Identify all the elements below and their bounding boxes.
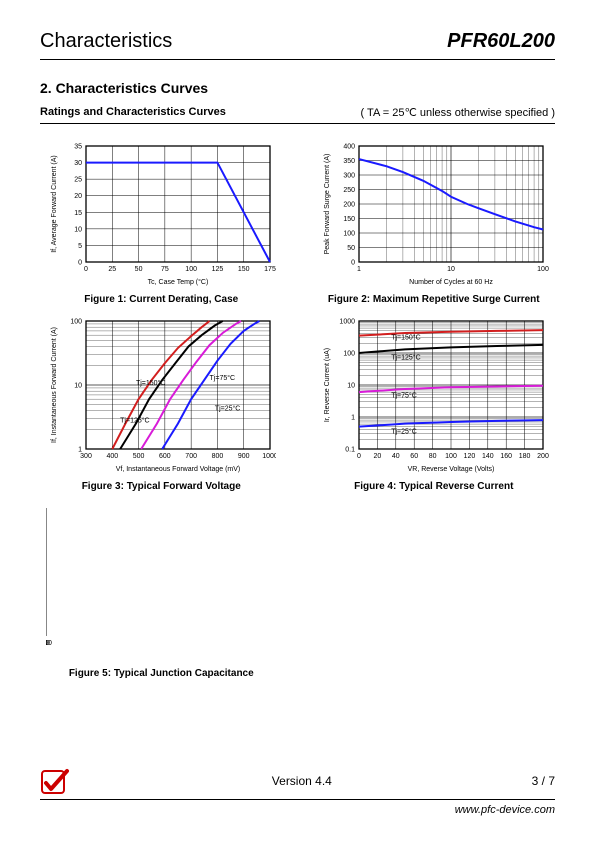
svg-text:175: 175 — [264, 266, 276, 273]
svg-text:100: 100 — [186, 266, 198, 273]
section-title: 2. Characteristics Curves — [40, 80, 555, 96]
svg-text:Tj=150°C: Tj=150°C — [136, 379, 165, 387]
caption-fig3: Figure 3: Typical Forward Voltage — [82, 481, 241, 492]
svg-text:300: 300 — [343, 173, 355, 180]
svg-text:Peak Forward Surge Current (A): Peak Forward Surge Current (A) — [324, 154, 331, 255]
chart-fig5: 0110100 Figure 5: Typical Junction Capac… — [40, 502, 283, 679]
svg-text:15: 15 — [74, 210, 82, 217]
logo-icon — [40, 767, 72, 795]
svg-text:5: 5 — [78, 243, 82, 250]
svg-text:800: 800 — [212, 453, 224, 460]
svg-text:400: 400 — [343, 144, 355, 151]
svg-text:200: 200 — [537, 453, 549, 460]
page-footer: Version 4.4 3 / 7 www.pfc-device.com — [40, 767, 555, 816]
svg-text:300: 300 — [80, 453, 92, 460]
header-section: Characteristics — [40, 30, 172, 53]
chart-fig3: 300 400 500 600 700 800 900 1000 1 10 100 Tj=150°C T… — [40, 315, 283, 492]
page-header: Characteristics PFR60L200 — [40, 30, 555, 60]
svg-text:150: 150 — [343, 216, 355, 223]
svg-text:350: 350 — [343, 158, 355, 165]
footer-url: www.pfc-device.com — [40, 804, 555, 816]
svg-text:75: 75 — [161, 266, 169, 273]
svg-text:0: 0 — [78, 260, 82, 267]
svg-text:250: 250 — [343, 187, 355, 194]
svg-text:20: 20 — [373, 453, 381, 460]
svg-text:10: 10 — [74, 226, 82, 233]
chart-fig2: 1 10 100 0 50 100 150 200 250 300 350 400 Number of … — [313, 140, 556, 305]
svg-text:900: 900 — [238, 453, 250, 460]
svg-text:35: 35 — [74, 144, 82, 151]
svg-text:Tj=125°C: Tj=125°C — [120, 416, 149, 424]
svg-text:0: 0 — [351, 260, 355, 267]
footer-top: Version 4.4 3 / 7 — [40, 767, 555, 800]
svg-text:100: 100 — [71, 319, 83, 326]
svg-text:10: 10 — [74, 383, 82, 390]
svg-text:10: 10 — [347, 383, 355, 390]
svg-text:200: 200 — [343, 202, 355, 209]
svg-text:125: 125 — [212, 266, 224, 273]
svg-text:Tj=25°C: Tj=25°C — [215, 404, 241, 412]
svg-text:1000: 1000 — [262, 453, 276, 460]
svg-text:25: 25 — [74, 177, 82, 184]
subtitle-right: ( TA = 25℃ unless otherwise specified ) — [361, 106, 555, 119]
subtitle-left: Ratings and Characteristics Curves — [40, 106, 226, 119]
svg-text:1: 1 — [78, 447, 82, 454]
svg-text:Tj=75°C: Tj=75°C — [391, 392, 417, 400]
caption-fig2: Figure 2: Maximum Repetitive Surge Curre… — [328, 294, 540, 305]
header-partnum: PFR60L200 — [447, 30, 555, 53]
svg-text:30: 30 — [74, 160, 82, 167]
svg-text:50: 50 — [135, 266, 143, 273]
svg-text:10: 10 — [447, 266, 455, 273]
svg-text:100: 100 — [343, 231, 355, 238]
subtitle-row: Ratings and Characteristics Curves ( TA … — [40, 106, 555, 124]
svg-text:Tj=125°C: Tj=125°C — [391, 354, 420, 362]
svg-text:40: 40 — [392, 453, 400, 460]
svg-text:160: 160 — [500, 453, 512, 460]
svg-text:20: 20 — [74, 193, 82, 200]
svg-text:1: 1 — [351, 415, 355, 422]
svg-text:Vf, Instantaneous Forward Volt: Vf, Instantaneous Forward Voltage (mV) — [116, 466, 241, 473]
caption-fig4: Figure 4: Typical Reverse Current — [354, 481, 513, 492]
svg-text:Tj=150°C: Tj=150°C — [391, 334, 420, 342]
svg-text:120: 120 — [463, 453, 475, 460]
footer-page: 3 / 7 — [532, 774, 555, 788]
chart-fig1: 0 25 50 75 100 125 150 175 0 5 10 15 20 25 30 35 Tc, Cas… — [40, 140, 283, 305]
svg-text:100: 100 — [343, 351, 355, 358]
svg-text:1: 1 — [357, 266, 361, 273]
svg-text:100: 100 — [445, 453, 457, 460]
svg-text:VR, Reverse Voltage (Volts): VR, Reverse Voltage (Volts) — [407, 466, 494, 473]
svg-text:25: 25 — [109, 266, 117, 273]
svg-text:150: 150 — [238, 266, 250, 273]
svg-text:If, Instantaneous Forward Curr: If, Instantaneous Forward Current (A) — [51, 327, 58, 443]
svg-text:100: 100 — [46, 640, 52, 647]
svg-text:400: 400 — [107, 453, 119, 460]
caption-fig5: Figure 5: Typical Junction Capacitance — [69, 668, 254, 679]
chart-fig4: 0 20 40 60 80 100 120 140 160 180 200 0.1 1 10 100 1000… — [313, 315, 556, 492]
svg-text:1000: 1000 — [339, 319, 355, 326]
svg-text:140: 140 — [482, 453, 494, 460]
svg-text:Ir, Reverse Current (uA): Ir, Reverse Current (uA) — [324, 348, 331, 422]
svg-text:Tj=25°C: Tj=25°C — [391, 428, 417, 436]
svg-text:180: 180 — [519, 453, 531, 460]
svg-text:0.1: 0.1 — [345, 447, 355, 454]
charts-grid: 025507510012515017505101520253035Tc, Cas… — [40, 140, 555, 679]
svg-text:If, Average Forward Current (A: If, Average Forward Current (A) — [51, 155, 58, 253]
caption-fig1: Figure 1: Current Derating, Case — [84, 294, 238, 305]
svg-text:60: 60 — [410, 453, 418, 460]
svg-text:50: 50 — [347, 245, 355, 252]
footer-version: Version 4.4 — [272, 774, 332, 788]
svg-text:500: 500 — [133, 453, 145, 460]
svg-text:0: 0 — [357, 453, 361, 460]
svg-text:700: 700 — [186, 453, 198, 460]
svg-text:100: 100 — [537, 266, 549, 273]
svg-text:600: 600 — [159, 453, 171, 460]
svg-text:Tj=75°C: Tj=75°C — [210, 374, 236, 382]
svg-text:80: 80 — [428, 453, 436, 460]
svg-text:Tc, Case Temp (°C): Tc, Case Temp (°C) — [148, 278, 209, 286]
svg-text:0: 0 — [84, 266, 88, 273]
svg-text:Number of Cycles at 60 Hz: Number of Cycles at 60 Hz — [409, 279, 493, 286]
